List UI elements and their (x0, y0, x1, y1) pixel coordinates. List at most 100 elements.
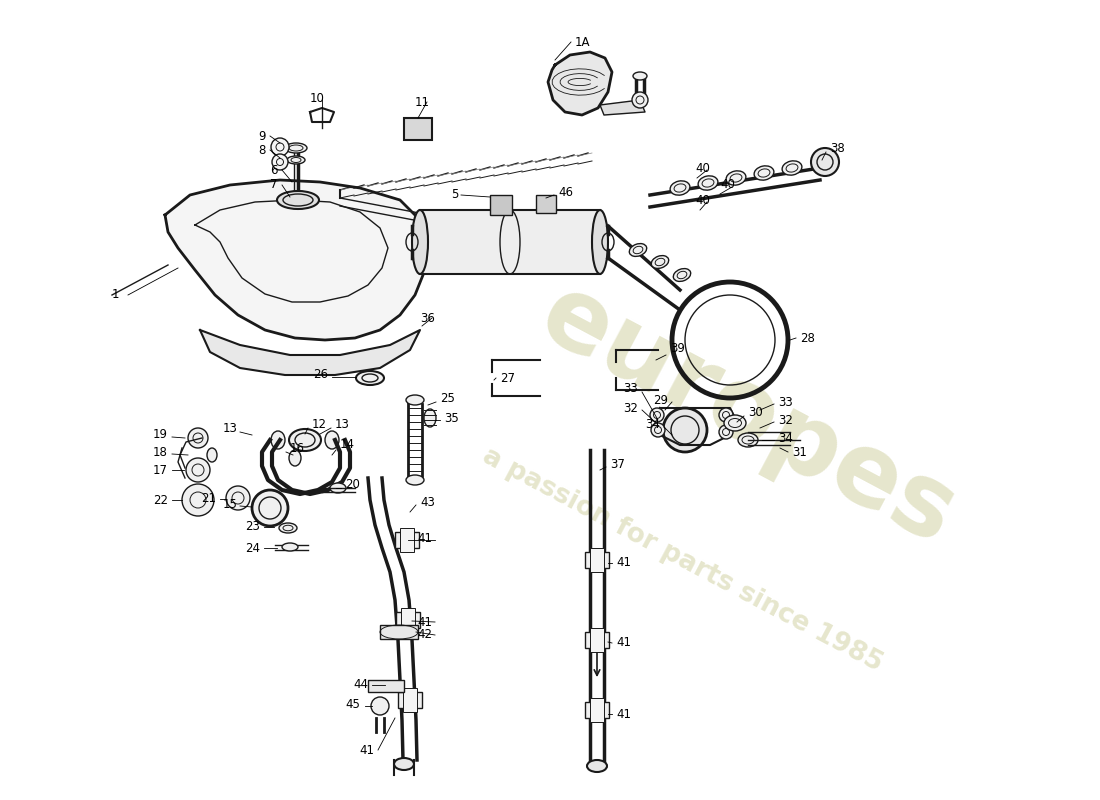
Text: 10: 10 (310, 91, 324, 105)
Bar (398, 692, 422, 708)
Text: 21: 21 (201, 491, 216, 505)
Circle shape (371, 697, 389, 715)
Text: 41: 41 (359, 743, 374, 757)
Bar (590, 698, 604, 722)
Text: 34: 34 (778, 431, 793, 445)
Bar (590, 548, 604, 572)
Circle shape (811, 148, 839, 176)
Text: 13: 13 (223, 422, 238, 434)
Text: 39: 39 (670, 342, 685, 354)
Bar (590, 628, 604, 652)
Bar (379, 625, 418, 639)
Text: 32: 32 (778, 414, 793, 426)
Text: 38: 38 (830, 142, 845, 154)
Ellipse shape (738, 433, 758, 447)
Bar (536, 195, 556, 213)
Text: 9: 9 (258, 130, 265, 142)
Circle shape (719, 408, 733, 422)
Text: 1A: 1A (575, 35, 591, 49)
Text: 30: 30 (748, 406, 762, 418)
Text: 11: 11 (415, 95, 430, 109)
Text: 13: 13 (336, 418, 350, 430)
Circle shape (271, 138, 289, 156)
Circle shape (252, 490, 288, 526)
Text: 43: 43 (420, 495, 434, 509)
Text: 41: 41 (417, 531, 432, 545)
Text: 19: 19 (153, 429, 168, 442)
Ellipse shape (279, 523, 297, 533)
Ellipse shape (324, 431, 339, 449)
Bar (585, 632, 609, 648)
Ellipse shape (592, 210, 608, 274)
Bar (585, 702, 609, 718)
Text: europes: europes (524, 266, 972, 566)
Circle shape (651, 423, 666, 437)
Text: 15: 15 (223, 498, 238, 511)
Ellipse shape (651, 255, 669, 269)
Ellipse shape (406, 395, 424, 405)
Bar (368, 680, 404, 692)
Text: 32: 32 (623, 402, 638, 414)
Ellipse shape (394, 758, 414, 770)
Text: 20: 20 (345, 478, 360, 491)
Circle shape (650, 408, 664, 422)
Ellipse shape (698, 176, 718, 190)
Ellipse shape (271, 431, 285, 449)
Polygon shape (548, 52, 612, 115)
Ellipse shape (287, 156, 305, 164)
Circle shape (226, 486, 250, 510)
Ellipse shape (629, 243, 647, 257)
Text: 24: 24 (245, 542, 260, 554)
Bar (400, 528, 414, 552)
Text: 16: 16 (290, 442, 305, 454)
Text: 40: 40 (695, 162, 710, 174)
Text: 29: 29 (653, 394, 668, 406)
Text: 46: 46 (558, 186, 573, 198)
Circle shape (663, 408, 707, 452)
Text: 28: 28 (800, 331, 815, 345)
Text: 5: 5 (451, 189, 458, 202)
Text: 27: 27 (500, 371, 515, 385)
Text: 37: 37 (610, 458, 625, 471)
Ellipse shape (289, 429, 321, 451)
Text: 8: 8 (258, 143, 265, 157)
Text: 35: 35 (444, 411, 459, 425)
Bar (402, 608, 415, 632)
Bar (490, 195, 512, 215)
Ellipse shape (406, 475, 424, 485)
Circle shape (188, 428, 208, 448)
Text: 18: 18 (153, 446, 168, 458)
Bar (404, 118, 432, 140)
Ellipse shape (412, 210, 428, 274)
Ellipse shape (207, 448, 217, 462)
Circle shape (186, 458, 210, 482)
Text: 42: 42 (417, 629, 432, 642)
Ellipse shape (424, 409, 436, 427)
Ellipse shape (285, 143, 307, 153)
Ellipse shape (282, 543, 298, 551)
Polygon shape (165, 180, 430, 340)
Ellipse shape (724, 415, 746, 431)
Text: 12: 12 (312, 418, 327, 430)
Bar (585, 552, 609, 568)
Ellipse shape (673, 269, 691, 282)
Ellipse shape (356, 371, 384, 385)
Text: 44: 44 (353, 678, 369, 691)
Text: 33: 33 (624, 382, 638, 394)
Text: 26: 26 (314, 369, 328, 382)
Polygon shape (600, 100, 645, 115)
Ellipse shape (330, 483, 346, 493)
Polygon shape (200, 330, 420, 375)
Circle shape (719, 425, 733, 439)
Ellipse shape (726, 171, 746, 185)
Ellipse shape (632, 72, 647, 80)
Text: 41: 41 (616, 635, 631, 649)
Text: 17: 17 (153, 463, 168, 477)
Ellipse shape (587, 760, 607, 772)
Text: 41: 41 (417, 615, 432, 629)
Text: 40: 40 (720, 178, 735, 191)
Text: 34: 34 (645, 418, 660, 431)
Text: 6: 6 (270, 163, 277, 177)
Text: 14: 14 (340, 438, 355, 451)
Circle shape (632, 92, 648, 108)
